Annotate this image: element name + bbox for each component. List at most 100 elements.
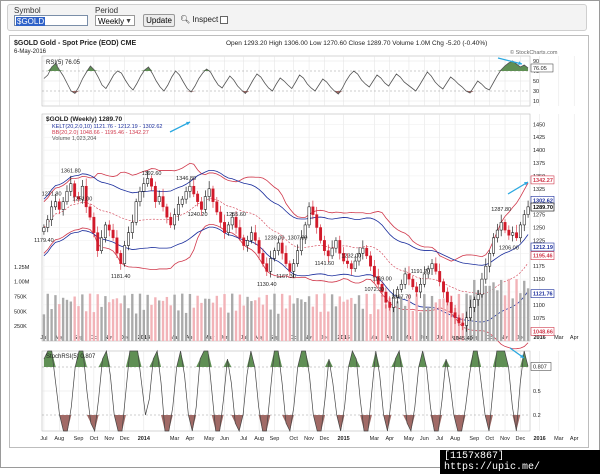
candle-body [403, 273, 407, 285]
quote-line: Open 1293.20 High 1306.00 Low 1270.60 Cl… [226, 40, 487, 47]
volume-bar [419, 312, 422, 341]
volume-bar [350, 297, 353, 341]
price-tick-label: 1325 [533, 187, 545, 193]
high-value-label: 1287.80 [491, 207, 511, 213]
rsi-tick-label: 30 [533, 89, 539, 95]
price-tick-label: 1100 [533, 303, 545, 309]
low-value-label: 1045.40 [453, 336, 473, 342]
volume-bar [242, 305, 245, 341]
candle-body [468, 307, 472, 319]
candle-body [249, 232, 253, 241]
volume-bar [196, 295, 199, 341]
price-tick-label: 1225 [533, 238, 545, 244]
inspect-toggle[interactable]: 🔍︎ Inspect [180, 15, 218, 24]
low-value-label: 1072.30 [364, 287, 384, 293]
x-tick-label: Aug [54, 436, 64, 442]
update-button[interactable]: Update [143, 14, 175, 27]
volume-bar [81, 294, 84, 341]
x-tick-label: 2014 [138, 436, 151, 442]
candle-body [472, 299, 476, 308]
rsi-line [43, 60, 529, 95]
candle-body [453, 312, 457, 319]
candle-body [357, 253, 361, 262]
volume-bar [115, 298, 119, 341]
volume-bar [330, 294, 334, 341]
inspect-checkbox[interactable] [220, 16, 228, 24]
volume-bar [277, 313, 280, 341]
volume-bar [219, 307, 222, 341]
candle-body [173, 214, 177, 226]
candle-body [515, 232, 518, 239]
candle-body [484, 265, 488, 280]
candle-body [188, 185, 192, 192]
candle-body [73, 183, 77, 197]
candle-body [449, 302, 453, 313]
price-value-text: 1048.66 [533, 329, 553, 335]
x-tick-label: Nov [500, 436, 510, 442]
period-label: Period [95, 6, 119, 15]
low-value-label: 1130.40 [257, 282, 276, 288]
volume-bar [223, 294, 226, 341]
low-value-label: 1240.20 [188, 212, 208, 218]
candle-body [288, 263, 292, 272]
volume-bar [211, 302, 215, 341]
volume-bar [515, 279, 518, 341]
x-tick-label: Dec [120, 436, 130, 442]
volume-bar [204, 298, 207, 341]
candle-body [376, 276, 380, 285]
candle-body [330, 247, 334, 257]
candle-body [80, 185, 84, 200]
low-value-label: 1097.70 [391, 295, 411, 301]
period-select[interactable]: Weekly ▼ [95, 15, 135, 26]
candle-body [150, 178, 153, 187]
volume-bar [84, 311, 88, 341]
volume-bar [207, 298, 211, 341]
candle-body [57, 201, 61, 210]
candle-body [438, 271, 442, 282]
source-label: © StockCharts.com [510, 49, 558, 56]
low-value-label: 1206.00 [499, 246, 519, 252]
high-value-label: 1191.70 [411, 269, 430, 275]
low-value-label: 1179.40 [34, 238, 53, 244]
volume-bar [227, 312, 230, 341]
price-tick-label: 1425 [533, 135, 545, 141]
candle-body [54, 201, 57, 208]
volume-bar [142, 309, 146, 341]
volume-bar [246, 296, 249, 341]
candle-body [399, 284, 403, 290]
volume-bar [61, 297, 65, 341]
volume-tick-label: 250K [14, 324, 27, 330]
x-tick-label: Mar [370, 436, 380, 442]
price-value-text: 1195.46 [533, 254, 553, 260]
candle-body [211, 188, 215, 202]
volume-bar [238, 294, 242, 341]
kelt-upper-band [43, 169, 529, 266]
symbol-input[interactable]: $GOLD [14, 15, 88, 26]
volume-bar [58, 304, 61, 341]
volume-bar [415, 293, 418, 341]
candle-body [196, 193, 200, 202]
x-tick-label: May [204, 436, 215, 442]
period-value: Weekly [98, 17, 125, 26]
x-tick-label: Jul [40, 436, 47, 442]
candle-body [273, 250, 276, 259]
stoch-value-text: 0.807 [533, 364, 547, 370]
volume-tick-label: 1.25M [14, 265, 30, 271]
candle-body [299, 237, 303, 251]
volume-bar [200, 302, 203, 341]
volume-bar [357, 295, 361, 341]
candle-body [246, 240, 250, 246]
x-tick-label: 2016 [533, 436, 545, 442]
candle-body [284, 253, 288, 264]
x-tick-label: Sep [270, 436, 280, 442]
volume-bar [323, 293, 326, 341]
stoch-overbought-area [43, 351, 529, 367]
candle-body [238, 227, 242, 239]
candle-body [349, 263, 353, 270]
candle-body [269, 258, 273, 272]
annotation-arrow-price [507, 181, 529, 195]
stoch-tick-label: 0.2 [533, 413, 541, 419]
candle-body [372, 265, 376, 277]
legend-kelt: KELT(20,2.0,10) 1121.76 - 1212.19 - 1302… [52, 124, 163, 130]
